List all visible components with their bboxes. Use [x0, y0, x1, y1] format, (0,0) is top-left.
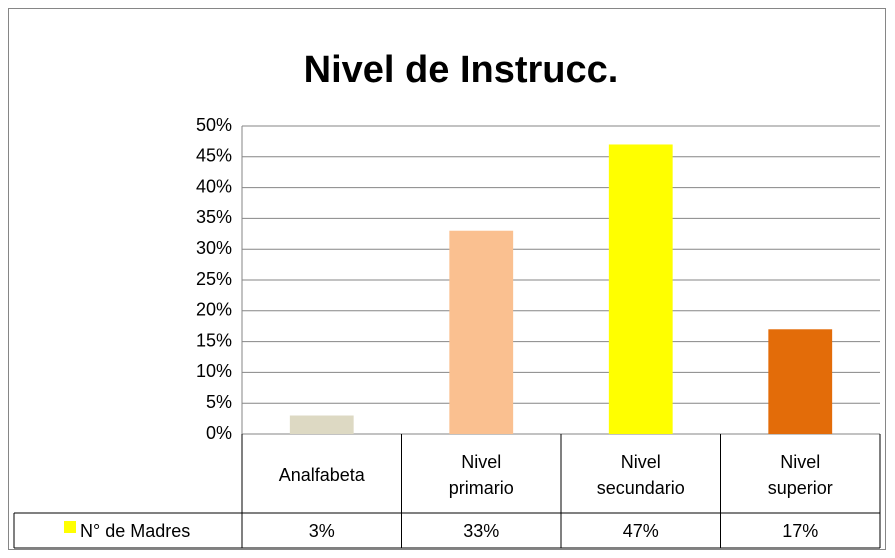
legend-label: N° de Madres — [80, 520, 191, 541]
bar — [449, 230, 514, 434]
x-tick-label: Nivel primario — [448, 451, 514, 498]
data-label: 33% — [463, 520, 500, 541]
bar — [608, 144, 673, 435]
y-tick-label: 45% — [196, 146, 232, 166]
y-tick-label: 10% — [196, 361, 232, 381]
data-label: 17% — [782, 520, 819, 541]
y-tick-label: 50% — [196, 115, 232, 135]
x-tick-label: Nivel superior — [767, 451, 833, 498]
y-tick-label: 40% — [196, 176, 232, 196]
legend-swatch — [64, 521, 76, 533]
bar — [289, 415, 354, 434]
y-tick-label: 0% — [206, 423, 232, 443]
y-tick-label: 15% — [196, 330, 232, 350]
bar — [768, 329, 833, 434]
y-tick-label: 20% — [196, 300, 232, 320]
y-tick-label: 5% — [206, 392, 232, 412]
chart-frame — [8, 8, 886, 550]
x-tick-label: Analfabeta — [278, 464, 365, 485]
x-tick-label: Nivel secundario — [596, 451, 685, 498]
data-label: 3% — [308, 520, 335, 541]
chart-title: Nivel de Instrucc. — [304, 49, 619, 91]
data-label: 47% — [622, 520, 659, 541]
y-tick-label: 35% — [196, 207, 232, 227]
y-tick-label: 25% — [196, 269, 232, 289]
y-tick-label: 30% — [196, 238, 232, 258]
